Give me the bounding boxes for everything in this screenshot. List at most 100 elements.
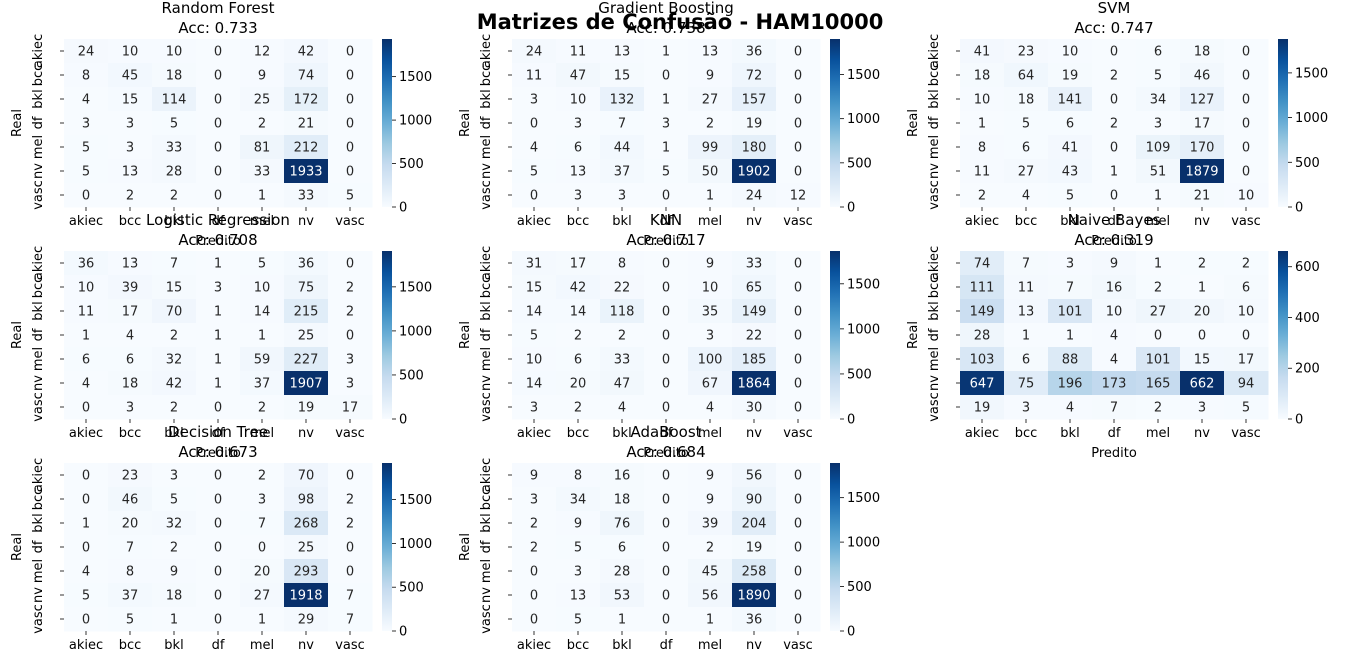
cell-value-label: 0 xyxy=(82,189,90,204)
cell-value-label: 0 xyxy=(214,165,222,180)
cell-value-label: 0 xyxy=(1242,69,1250,84)
cell-value-label: 0 xyxy=(1242,45,1250,60)
heatmap-cell xyxy=(960,87,1005,112)
heatmap-cell xyxy=(1048,135,1093,160)
heatmap-cell xyxy=(1180,159,1225,184)
cell-value-label: 1 xyxy=(618,613,626,628)
heatmap-cell xyxy=(64,487,109,512)
cell-value-label: 23 xyxy=(122,469,139,484)
cell-value-label: 27 xyxy=(254,589,271,604)
heatmap-cell xyxy=(1224,275,1269,300)
cell-value-label: 15 xyxy=(122,93,139,108)
cell-value-label: 47 xyxy=(570,69,587,84)
cell-value-label: 3 xyxy=(530,493,538,508)
heatmap-cell xyxy=(64,63,109,88)
cell-value-label: 0 xyxy=(662,565,670,580)
cell-value-label: 81 xyxy=(254,141,271,156)
heatmap-cell xyxy=(1136,87,1181,112)
heatmap-cell xyxy=(1004,371,1049,396)
heatmap-cell xyxy=(108,275,153,300)
heatmap-cell xyxy=(688,299,733,324)
y-tick-label: df xyxy=(31,328,46,341)
panel-title: Logistic Regression Acc: 0.708 xyxy=(146,211,290,249)
panel-title: Gradient Boosting Acc: 0.738 xyxy=(598,0,734,37)
heatmap-cell xyxy=(600,463,645,488)
heatmap-cell xyxy=(196,559,241,584)
cell-value-label: 2 xyxy=(574,329,582,344)
cell-value-label: 1 xyxy=(1154,189,1162,204)
cell-value-label: 0 xyxy=(794,93,802,108)
cell-value-label: 9 xyxy=(706,469,714,484)
heatmap-cell xyxy=(1004,299,1049,324)
heatmap-cell xyxy=(284,395,329,420)
cell-value-label: 132 xyxy=(610,93,635,108)
x-tick-label: bkl xyxy=(164,426,183,441)
x-tick-label: df xyxy=(1108,426,1121,441)
cell-value-label: 0 xyxy=(662,69,670,84)
cell-value-label: 0 xyxy=(346,469,354,484)
heatmap-cell xyxy=(284,511,329,536)
heatmap-cell xyxy=(776,135,821,160)
heatmap-cell xyxy=(64,371,109,396)
cell-value-label: 3 xyxy=(126,401,134,416)
cell-value-label: 0 xyxy=(1110,93,1118,108)
heatmap-cell xyxy=(64,347,109,372)
cell-value-label: 99 xyxy=(702,141,719,156)
cell-value-label: 2 xyxy=(1242,257,1250,272)
cell-value-label: 76 xyxy=(614,517,631,532)
heatmap-cell xyxy=(1092,323,1137,348)
heatmap-cell xyxy=(1136,63,1181,88)
heatmap-cell xyxy=(196,159,241,184)
y-axis-label: Real xyxy=(458,109,473,137)
heatmap-cell xyxy=(196,111,241,136)
cell-value-label: 0 xyxy=(1110,189,1118,204)
cell-value-label: 0 xyxy=(794,517,802,532)
cell-value-label: 28 xyxy=(166,165,183,180)
colorbar xyxy=(830,251,840,419)
cell-value-label: 39 xyxy=(702,517,719,532)
cell-value-label: 27 xyxy=(1150,305,1167,320)
heatmap-cell xyxy=(196,87,241,112)
cell-value-label: 3 xyxy=(574,189,582,204)
y-axis-label: Real xyxy=(906,321,921,349)
cell-value-label: 4 xyxy=(126,329,134,344)
cell-value-label: 0 xyxy=(794,329,802,344)
cell-value-label: 0 xyxy=(1110,141,1118,156)
cell-value-label: 3 xyxy=(346,377,354,392)
cell-value-label: 1 xyxy=(706,189,714,204)
x-tick-label: bcc xyxy=(1015,426,1038,441)
heatmap-cell xyxy=(512,87,557,112)
panel-title: AdaBoost Acc: 0.684 xyxy=(626,423,705,461)
heatmap-cell xyxy=(732,299,777,324)
heatmap-cell xyxy=(732,39,777,64)
heatmap-cell xyxy=(1004,111,1049,136)
heatmap-cell xyxy=(688,323,733,348)
cell-value-label: 18 xyxy=(166,69,183,84)
cell-value-label: 1 xyxy=(258,613,266,628)
heatmap-cell xyxy=(1092,87,1137,112)
cell-value-label: 2 xyxy=(978,189,986,204)
cell-value-label: 6 xyxy=(1242,281,1250,296)
cell-value-label: 0 xyxy=(794,401,802,416)
heatmap-cell xyxy=(556,347,601,372)
heatmap-cell xyxy=(960,275,1005,300)
heatmap-cell xyxy=(240,299,285,324)
cell-value-label: 12 xyxy=(254,45,271,60)
cell-value-label: 109 xyxy=(1146,141,1171,156)
cell-value-label: 42 xyxy=(570,281,587,296)
heatmap-cell xyxy=(732,63,777,88)
heatmap-cell xyxy=(1224,347,1269,372)
heatmap-cell xyxy=(152,299,197,324)
cell-value-label: 0 xyxy=(82,401,90,416)
heatmap-cell xyxy=(776,251,821,276)
figure-title: Matrizes de Confusão - HAM10000 xyxy=(477,10,884,34)
cell-value-label: 101 xyxy=(1146,353,1171,368)
cell-value-label: 2 xyxy=(258,117,266,132)
cell-value-label: 0 xyxy=(82,613,90,628)
heatmap-cell xyxy=(240,39,285,64)
cell-value-label: 64 xyxy=(1018,69,1035,84)
cell-value-label: 20 xyxy=(570,377,587,392)
cell-value-label: 5 xyxy=(574,541,582,556)
heatmap-cell xyxy=(776,159,821,184)
